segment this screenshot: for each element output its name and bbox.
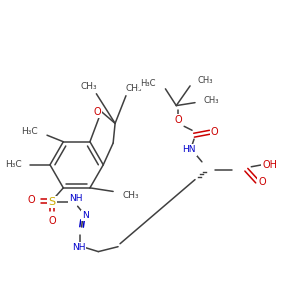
Text: H₃C: H₃C: [22, 127, 38, 136]
Text: H₃C: H₃C: [140, 80, 156, 88]
Text: CH₃: CH₃: [204, 96, 219, 105]
Text: O: O: [211, 127, 219, 137]
Text: N: N: [82, 211, 89, 220]
Text: CH₃: CH₃: [80, 82, 97, 91]
Text: NH: NH: [72, 243, 86, 252]
Text: S: S: [48, 197, 56, 207]
Text: HN: HN: [182, 146, 196, 154]
Text: O: O: [27, 195, 35, 205]
Text: NH: NH: [69, 194, 82, 203]
Text: OH: OH: [262, 160, 278, 170]
Text: O: O: [258, 177, 266, 187]
Text: O: O: [48, 216, 56, 226]
Text: CH₃: CH₃: [198, 76, 214, 85]
Text: O: O: [94, 106, 101, 116]
Text: O: O: [174, 116, 182, 125]
Text: CH₃: CH₃: [125, 84, 142, 93]
Text: H₃C: H₃C: [5, 160, 21, 169]
Text: CH₃: CH₃: [122, 191, 139, 200]
